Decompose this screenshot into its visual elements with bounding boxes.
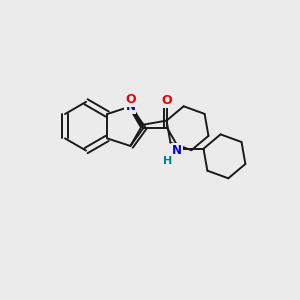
Text: O: O bbox=[162, 94, 172, 107]
Text: N: N bbox=[125, 100, 135, 113]
Text: H: H bbox=[163, 156, 172, 166]
Text: O: O bbox=[125, 93, 136, 106]
Text: N: N bbox=[172, 144, 182, 157]
